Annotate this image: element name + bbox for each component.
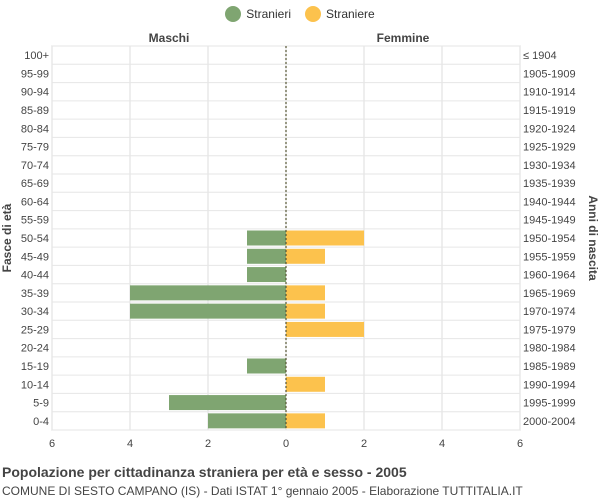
legend-label-stranieri: Stranieri <box>246 7 291 21</box>
chart-subtitle: COMUNE DI SESTO CAMPANO (IS) - Dati ISTA… <box>2 484 523 498</box>
tick-label-age: 35-39 <box>21 288 49 300</box>
tick-label-birth-year: 1970-1974 <box>523 306 576 318</box>
tick-label-age: 45-49 <box>21 251 49 263</box>
tick-label-age: 15-19 <box>21 361 49 373</box>
tick-label-birth-year: 1915-1919 <box>523 105 576 117</box>
tick-label-birth-year: 1960-1964 <box>523 270 576 282</box>
bar-stranieri <box>130 285 286 301</box>
legend-item-stranieri[interactable]: Stranieri <box>225 6 291 22</box>
tick-label-age: 0-4 <box>33 416 49 428</box>
tick-label-birth-year: 1990-1994 <box>523 379 576 391</box>
axis-label-birth: Anni di nascita <box>586 195 600 281</box>
tick-label-x: 4 <box>439 438 445 450</box>
tick-label-x: 0 <box>283 438 289 450</box>
bar-stranieri <box>247 248 286 264</box>
bar-stranieri <box>130 303 286 319</box>
tick-label-age: 55-59 <box>21 215 49 227</box>
tick-label-age: 90-94 <box>21 87 49 99</box>
tick-label-birth-year: 1975-1979 <box>523 324 576 336</box>
tick-label-x: 6 <box>517 438 523 450</box>
bar-stranieri <box>247 230 286 246</box>
tick-label-birth-year: 1905-1909 <box>523 68 576 80</box>
tick-label-age: 80-84 <box>21 123 49 135</box>
label-femmine: Femmine <box>377 31 430 45</box>
tick-label-birth-year: 2000-2004 <box>523 416 576 428</box>
bar-stranieri <box>247 358 286 374</box>
bar-straniere <box>286 413 325 429</box>
bar-straniere <box>286 285 325 301</box>
tick-label-birth-year: 1935-1939 <box>523 178 576 190</box>
tick-label-age: 40-44 <box>21 270 49 282</box>
axis-label-age: Fasce di età <box>0 203 14 272</box>
tick-label-age: 20-24 <box>21 343 49 355</box>
tick-label-birth-year: 1940-1944 <box>523 196 576 208</box>
tick-label-birth-year: 1920-1924 <box>523 123 576 135</box>
tick-label-birth-year: 1995-1999 <box>523 398 576 410</box>
label-maschi: Maschi <box>149 31 190 45</box>
tick-label-birth-year: 1910-1914 <box>523 87 576 99</box>
legend-label-straniere: Straniere <box>325 7 375 21</box>
tick-label-birth-year: 1980-1984 <box>523 343 576 355</box>
chart-legend: Stranieri Straniere <box>0 6 600 22</box>
tick-label-birth-year: 1930-1934 <box>523 160 576 172</box>
tick-label-age: 5-9 <box>33 398 49 410</box>
bar-straniere <box>286 248 325 264</box>
tick-label-birth-year: 1950-1954 <box>523 233 576 245</box>
bar-stranieri <box>247 267 286 283</box>
legend-swatch-stranieri <box>225 6 242 22</box>
tick-label-x: 2 <box>205 438 211 450</box>
tick-label-birth-year: 1925-1929 <box>523 142 576 154</box>
bar-straniere <box>286 303 325 319</box>
tick-label-age: 50-54 <box>21 233 49 245</box>
bar-straniere <box>286 376 325 392</box>
tick-label-x: 4 <box>127 438 133 450</box>
tick-label-birth-year: ≤ 1904 <box>523 50 557 62</box>
legend-item-straniere[interactable]: Straniere <box>304 6 375 22</box>
tick-label-age: 75-79 <box>21 142 49 154</box>
tick-label-age: 65-69 <box>21 178 49 190</box>
tick-label-age: 60-64 <box>21 196 49 208</box>
tick-label-age: 95-99 <box>21 68 49 80</box>
tick-label-age: 70-74 <box>21 160 49 172</box>
bar-straniere <box>286 230 364 246</box>
tick-label-birth-year: 1965-1969 <box>523 288 576 300</box>
bar-stranieri <box>169 395 286 411</box>
tick-label-birth-year: 1945-1949 <box>523 215 576 227</box>
bar-straniere <box>286 321 364 337</box>
tick-label-birth-year: 1955-1959 <box>523 251 576 263</box>
legend-swatch-straniere <box>304 6 321 22</box>
bar-stranieri <box>208 413 286 429</box>
chart-title: Popolazione per cittadinanza straniera p… <box>2 464 407 480</box>
tick-label-x: 6 <box>49 438 55 450</box>
tick-label-age: 25-29 <box>21 324 49 336</box>
tick-label-age: 100+ <box>24 50 49 62</box>
tick-label-birth-year: 1985-1989 <box>523 361 576 373</box>
tick-label-x: 2 <box>361 438 367 450</box>
tick-label-age: 10-14 <box>21 379 49 391</box>
tick-label-age: 85-89 <box>21 105 49 117</box>
tick-label-age: 30-34 <box>21 306 49 318</box>
